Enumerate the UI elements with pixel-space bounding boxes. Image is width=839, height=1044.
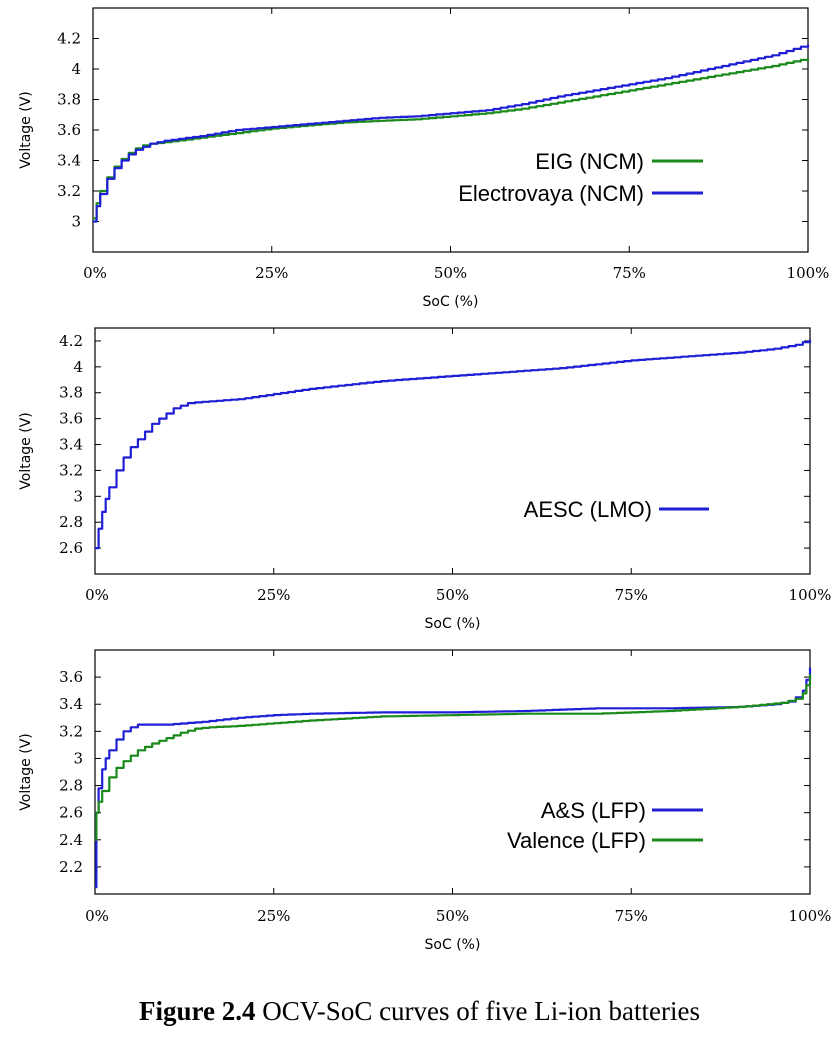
y-tick-label: 4 — [73, 358, 83, 376]
series-line-valence-lfp — [95, 674, 812, 841]
x-tick-label: 100% — [789, 907, 832, 925]
y-tick-label: 3.2 — [59, 722, 83, 740]
y-tick-label: 3.6 — [57, 121, 81, 139]
y-tick-label: 2.8 — [59, 513, 83, 531]
x-tick-label: 0% — [83, 264, 107, 282]
y-tick-label: 3.6 — [59, 410, 83, 428]
y-tick-label: 2.6 — [59, 539, 83, 557]
x-tick-label: 75% — [615, 907, 648, 925]
y-axis-label: Voltage (V) — [18, 412, 34, 489]
y-tick-label: 3.6 — [59, 668, 83, 686]
x-tick-label: 75% — [615, 586, 648, 604]
y-tick-label: 3.2 — [59, 461, 83, 479]
plot-frame — [94, 649, 811, 895]
y-tick-label: 3 — [73, 749, 83, 767]
y-tick-label: 3.2 — [57, 182, 81, 200]
series-line-aesc-lmo — [95, 339, 812, 550]
y-tick-label: 3 — [73, 487, 83, 505]
x-tick-label: 25% — [255, 264, 288, 282]
legend-label: Valence (LFP) — [507, 828, 646, 853]
y-tick-label: 4.2 — [59, 332, 83, 350]
legend-label: Electrovaya (NCM) — [458, 181, 644, 206]
y-tick-label: 3.4 — [57, 152, 81, 170]
x-tick-label: 100% — [789, 586, 832, 604]
chart-panel-1: 3 3.2 3.4 3.6 3.8 4 4.2 0% 25% 50% 75% 100% SoC (%) V… — [18, 7, 830, 310]
y-tick-label: 4.2 — [57, 30, 81, 48]
y-tick-label: 3.4 — [59, 436, 83, 454]
y-tick-label: 2.6 — [59, 804, 83, 822]
y-tick-label: 2.4 — [59, 831, 83, 849]
y-tick-label: 2.2 — [59, 858, 83, 876]
legend-label: EIG (NCM) — [535, 149, 644, 174]
y-tick-label: 3.8 — [59, 384, 83, 402]
chart-panel-2: 2.6 2.8 3 3.2 3.4 3.6 3.8 4 4.2 0% 25% 50% 75% 100% So… — [18, 327, 832, 632]
y-axis-label: Voltage (V) — [18, 733, 34, 810]
y-tick-label: 3.8 — [57, 91, 81, 109]
y-axis-label: Voltage (V) — [18, 91, 34, 168]
legend-label: A&S (LFP) — [541, 798, 646, 823]
x-tick-label: 100% — [787, 264, 830, 282]
y-tick-label: 4 — [71, 60, 81, 78]
y-tick-label: 3.4 — [59, 695, 83, 713]
x-axis-label: SoC (%) — [425, 616, 481, 632]
y-tick-label: 3 — [71, 213, 81, 231]
x-axis-label: SoC (%) — [423, 294, 479, 310]
x-tick-label: 50% — [436, 586, 469, 604]
figure-caption: Figure 2.4 OCV-SoC curves of five Li-ion… — [0, 996, 839, 1027]
x-tick-label: 0% — [85, 907, 109, 925]
plot-frame — [94, 327, 811, 575]
x-tick-label: 25% — [257, 907, 290, 925]
x-tick-label: 75% — [613, 264, 646, 282]
x-tick-label: 0% — [85, 586, 109, 604]
x-axis-label: SoC (%) — [425, 937, 481, 953]
legend-label: AESC (LMO) — [524, 497, 652, 522]
figure-caption-text: OCV-SoC curves of five Li-ion batteries — [262, 996, 700, 1026]
x-tick-label: 25% — [257, 586, 290, 604]
y-tick-label: 2.8 — [59, 777, 83, 795]
plot-frame — [92, 7, 809, 253]
series-line-a-s-lfp — [95, 667, 812, 889]
x-tick-label: 50% — [434, 264, 467, 282]
chart-panel-3: 2.2 2.4 2.6 2.8 3 3.2 3.4 3.6 0% 25% 50% 75% 100% SoC… — [18, 649, 832, 953]
series-line-electrovaya-ncm — [93, 44, 810, 223]
figure-caption-label: Figure 2.4 — [139, 996, 256, 1026]
x-tick-label: 50% — [436, 907, 469, 925]
